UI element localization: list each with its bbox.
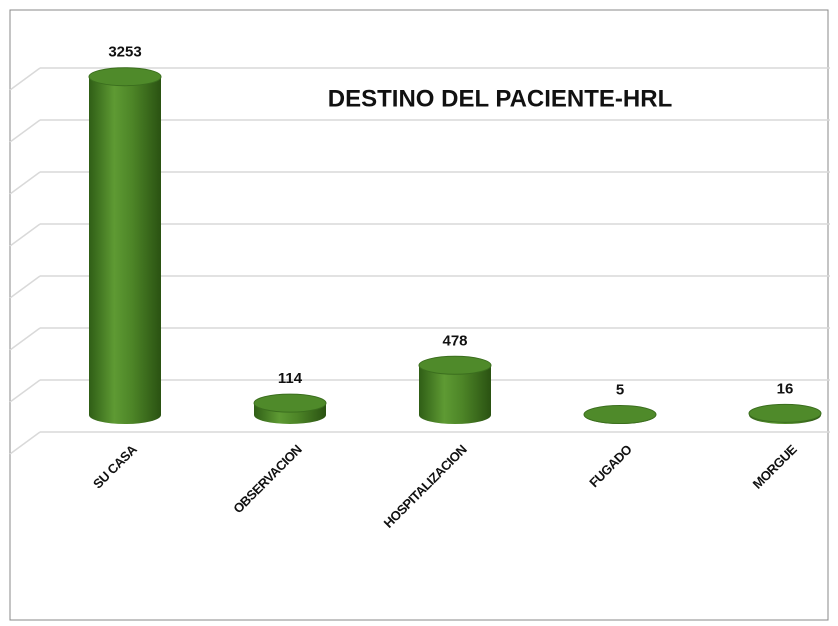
bar-part xyxy=(583,404,657,424)
grid-line xyxy=(9,223,41,247)
bar xyxy=(253,393,327,424)
data-label: 114 xyxy=(278,370,303,387)
grid-line xyxy=(9,119,41,143)
bar-part xyxy=(89,76,161,425)
bar xyxy=(748,403,822,424)
grid-line xyxy=(9,431,41,455)
data-label: 3253 xyxy=(108,44,141,61)
bar-part xyxy=(419,365,491,424)
bar xyxy=(418,355,492,424)
bar xyxy=(88,67,162,425)
grid-line xyxy=(9,327,41,351)
bar-part xyxy=(88,67,162,87)
grid-line xyxy=(9,67,41,91)
data-label: 16 xyxy=(777,380,794,397)
bar-part xyxy=(418,355,492,375)
grid-line xyxy=(9,171,41,195)
grid-line xyxy=(9,379,41,403)
bar-part xyxy=(748,403,822,423)
chart-title: DESTINO DEL PACIENTE-HRL xyxy=(328,85,672,112)
data-label: 5 xyxy=(616,381,624,398)
bar-part xyxy=(253,393,327,413)
data-label: 478 xyxy=(442,332,467,349)
bar xyxy=(583,404,657,424)
grid-line xyxy=(9,275,41,299)
